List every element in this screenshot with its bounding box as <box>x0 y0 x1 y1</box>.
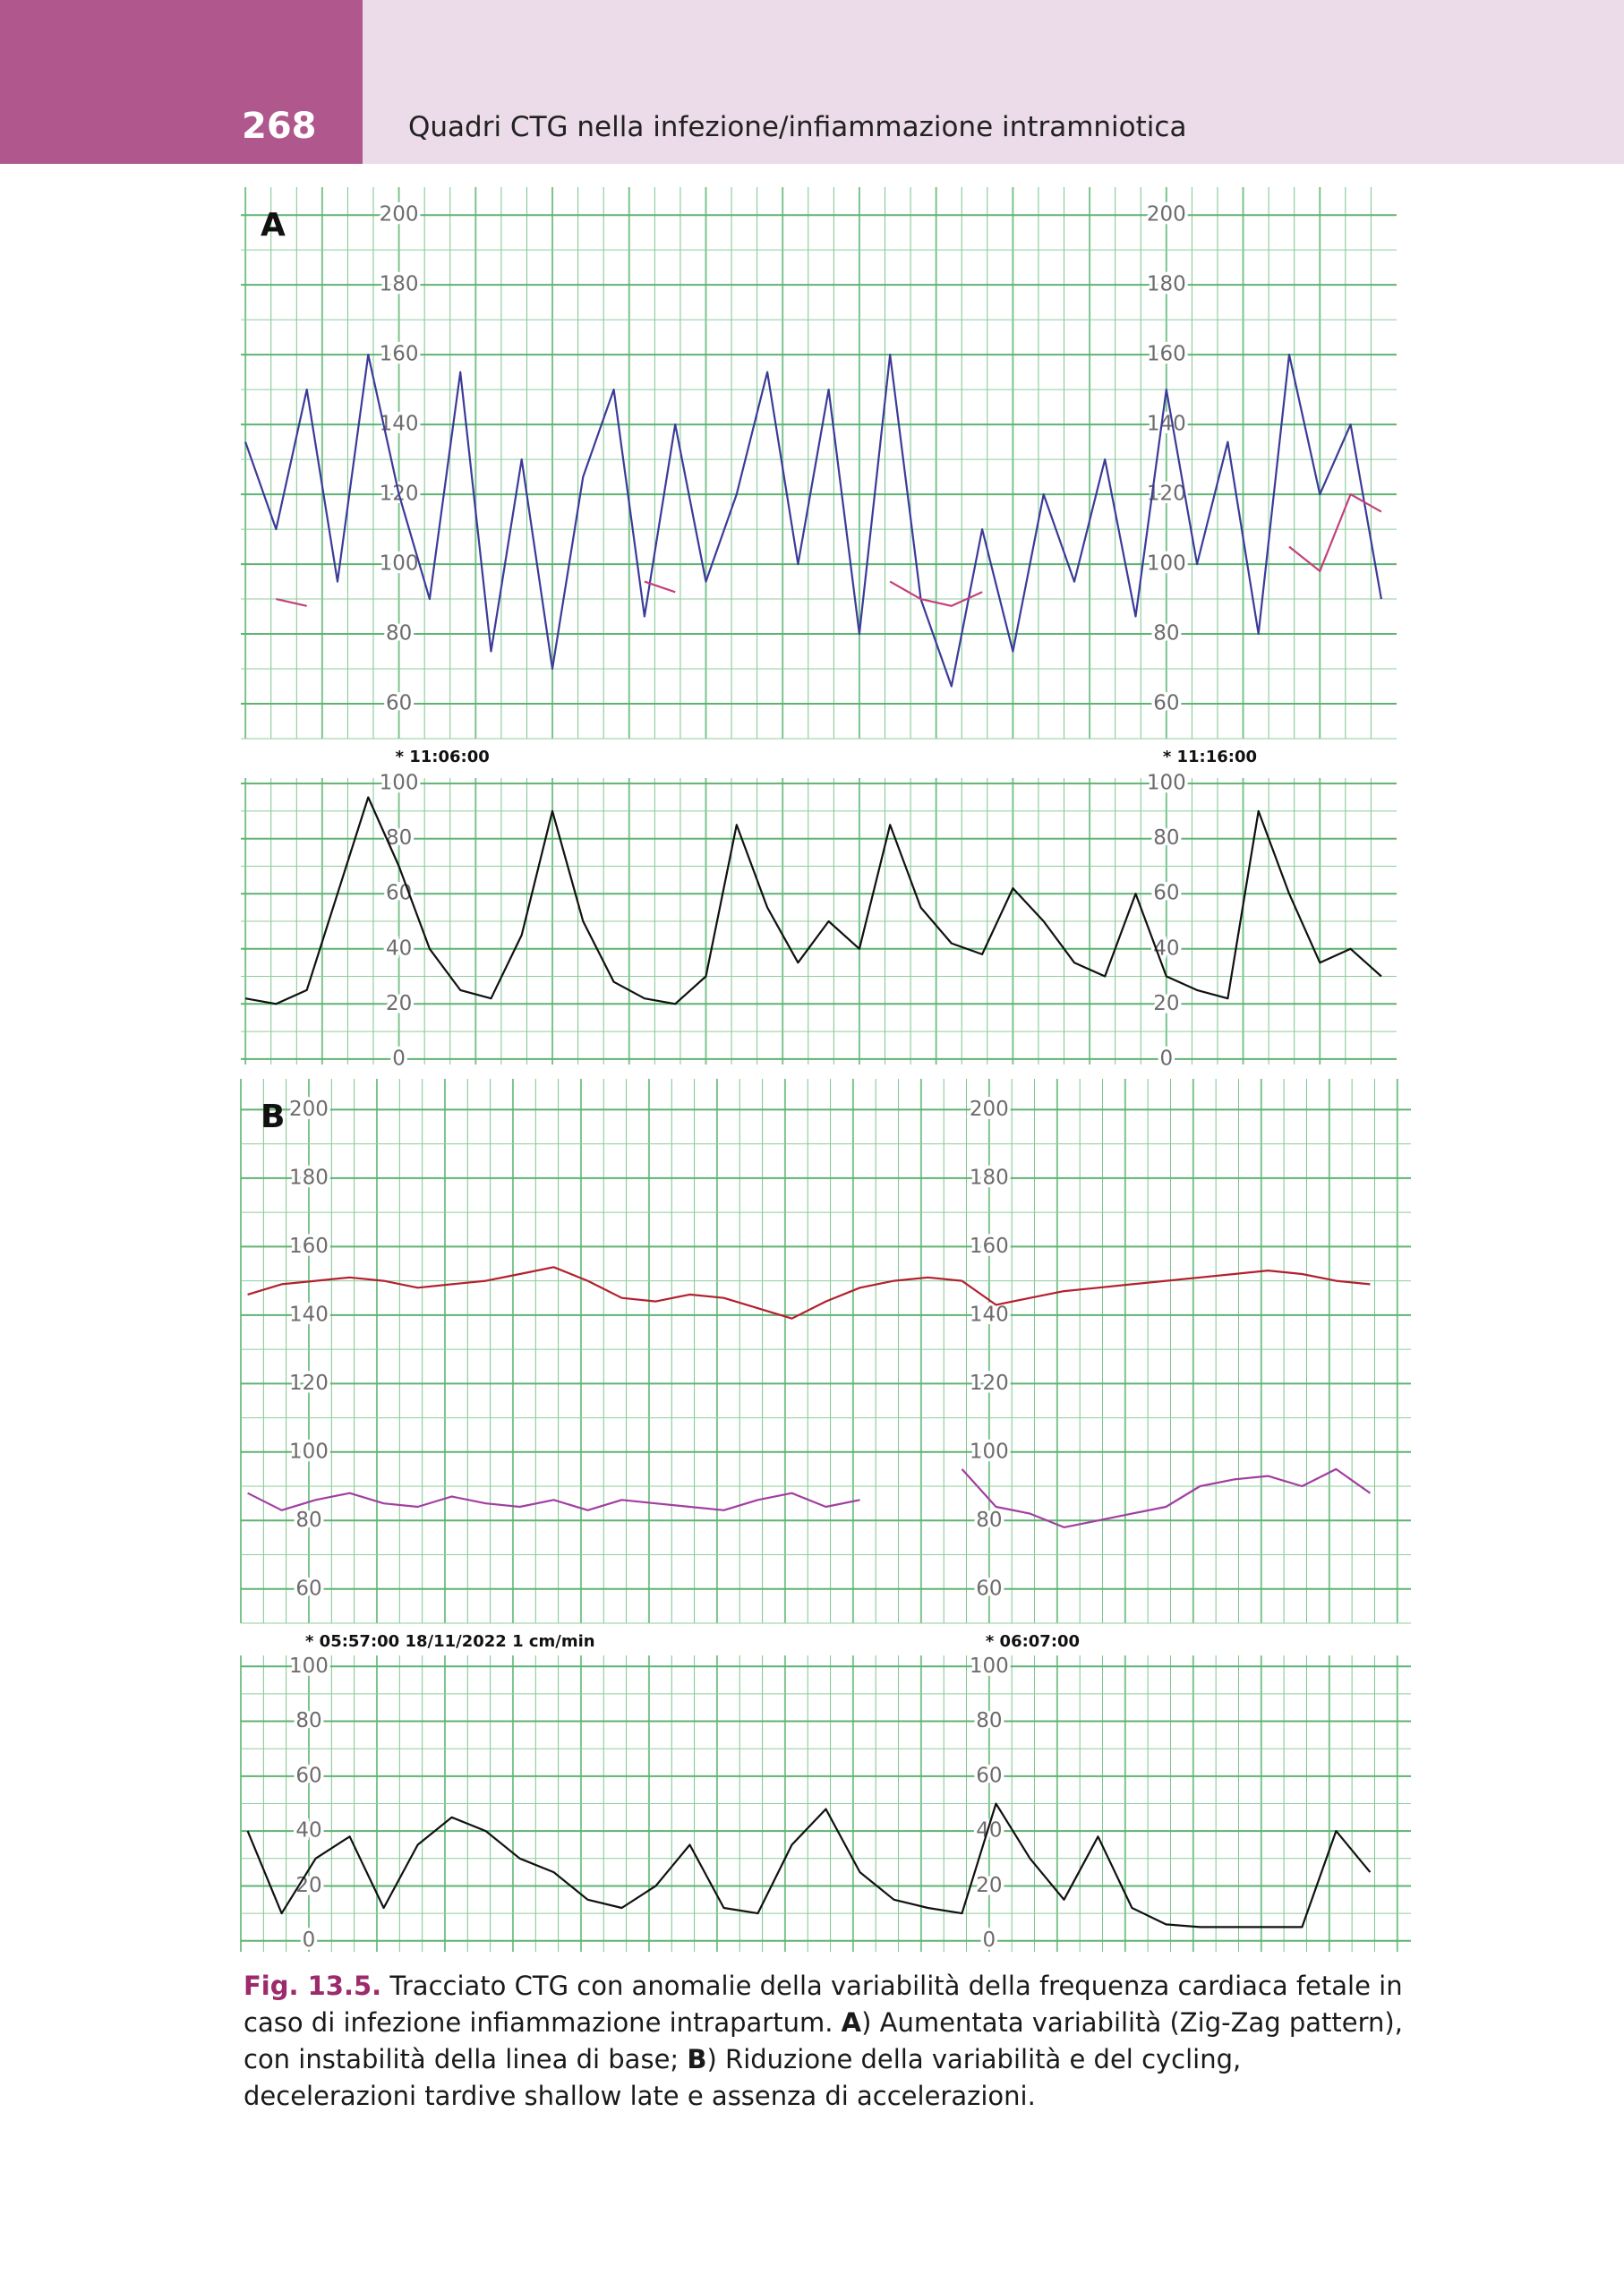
y-tick-label: 40 <box>386 936 412 960</box>
y-tick-label: 200 <box>970 1098 1009 1121</box>
y-tick-label: 120 <box>380 483 419 506</box>
timestamp: * 05:57:00 18/11/2022 1 cm/min <box>305 1632 595 1651</box>
y-tick-label: 0 <box>983 1929 996 1952</box>
y-tick-label: 200 <box>380 203 419 227</box>
caption-text: ) Riduzione della variabilità e del cycl… <box>244 2044 1242 2111</box>
y-tick-label: 60 <box>1153 882 1179 905</box>
trace <box>246 1802 1372 1929</box>
y-tick-label: 20 <box>1153 992 1179 1015</box>
trace <box>244 354 1382 688</box>
y-tick-label: 160 <box>289 1235 329 1258</box>
y-tick-label: 180 <box>289 1166 329 1189</box>
y-tick-label: 180 <box>970 1166 1009 1189</box>
y-tick-label: 160 <box>1147 343 1186 366</box>
y-tick-label: 120 <box>970 1372 1009 1395</box>
y-tick-label: 40 <box>1153 936 1179 960</box>
y-tick-label: 20 <box>386 992 412 1015</box>
y-tick-label: 140 <box>289 1303 329 1326</box>
y-tick-label: 160 <box>380 343 419 366</box>
y-tick-label: 80 <box>1153 826 1179 850</box>
y-tick-label: 140 <box>1147 413 1186 436</box>
y-tick-label: 20 <box>976 1874 1002 1897</box>
y-tick-label: 180 <box>1147 273 1186 296</box>
caption-label: Fig. 13.5. <box>244 1971 382 2001</box>
y-tick-label: 80 <box>295 1709 321 1732</box>
timestamp: * 11:06:00 <box>396 748 490 766</box>
y-tick-label: 80 <box>976 1709 1002 1732</box>
page-number: 268 <box>242 106 317 147</box>
y-tick-label: 180 <box>380 273 419 296</box>
y-tick-label: 100 <box>289 1440 329 1463</box>
trace <box>247 1467 1372 1528</box>
y-tick-label: 60 <box>1153 692 1179 715</box>
y-tick-label: 80 <box>976 1509 1002 1532</box>
y-tick-label: 100 <box>970 1655 1009 1678</box>
y-tick-label: 100 <box>380 772 419 795</box>
y-tick-label: 120 <box>289 1372 329 1395</box>
caption-bold: A <box>841 2007 862 2038</box>
y-tick-label: 160 <box>970 1235 1009 1258</box>
y-tick-label: 0 <box>392 1047 406 1070</box>
y-tick-label: 80 <box>1153 622 1179 646</box>
y-tick-label: 100 <box>970 1440 1009 1463</box>
panel-label: B <box>261 1099 285 1135</box>
y-tick-label: 0 <box>1160 1047 1174 1070</box>
y-tick-label: 40 <box>295 1819 321 1843</box>
trace <box>247 1266 1371 1320</box>
y-tick-label: 200 <box>289 1098 329 1121</box>
y-tick-label: 80 <box>386 622 412 646</box>
page-number-block <box>0 0 363 164</box>
y-tick-label: 100 <box>1147 772 1186 795</box>
y-tick-label: 60 <box>976 1577 1002 1600</box>
running-title: Quadri CTG nella infezione/infiammazione… <box>408 111 1187 143</box>
y-tick-label: 100 <box>1147 552 1186 576</box>
y-tick-label: 200 <box>1147 203 1186 227</box>
y-tick-label: 80 <box>295 1509 321 1532</box>
y-tick-label: 60 <box>976 1764 1002 1787</box>
y-tick-label: 140 <box>970 1303 1009 1326</box>
timestamp: * 06:07:00 <box>986 1632 1080 1651</box>
y-tick-label: 60 <box>295 1764 321 1787</box>
ctg-figure: 60 60 80 80 100 100 120 120 140 140 160 160 180 180 20… <box>240 187 1411 1953</box>
caption-text: Tracciato CTG con anomalie della variabi… <box>244 1971 1403 2038</box>
figure-caption: Fig. 13.5. Tracciato CTG con anomalie de… <box>244 1968 1415 2115</box>
timestamp: * 11:16:00 <box>1163 748 1257 766</box>
panel-label: A <box>261 207 286 244</box>
caption-bold: B <box>687 2044 707 2074</box>
trace <box>244 796 1382 1005</box>
y-tick-label: 100 <box>380 552 419 576</box>
y-tick-label: 100 <box>289 1655 329 1678</box>
y-tick-label: 0 <box>303 1929 316 1952</box>
caption-text: ) Aumentata variabilità (Zig-Zag pattern… <box>244 2007 1403 2074</box>
y-tick-label: 60 <box>386 692 412 715</box>
y-tick-label: 60 <box>295 1577 321 1600</box>
trace <box>276 493 1382 607</box>
